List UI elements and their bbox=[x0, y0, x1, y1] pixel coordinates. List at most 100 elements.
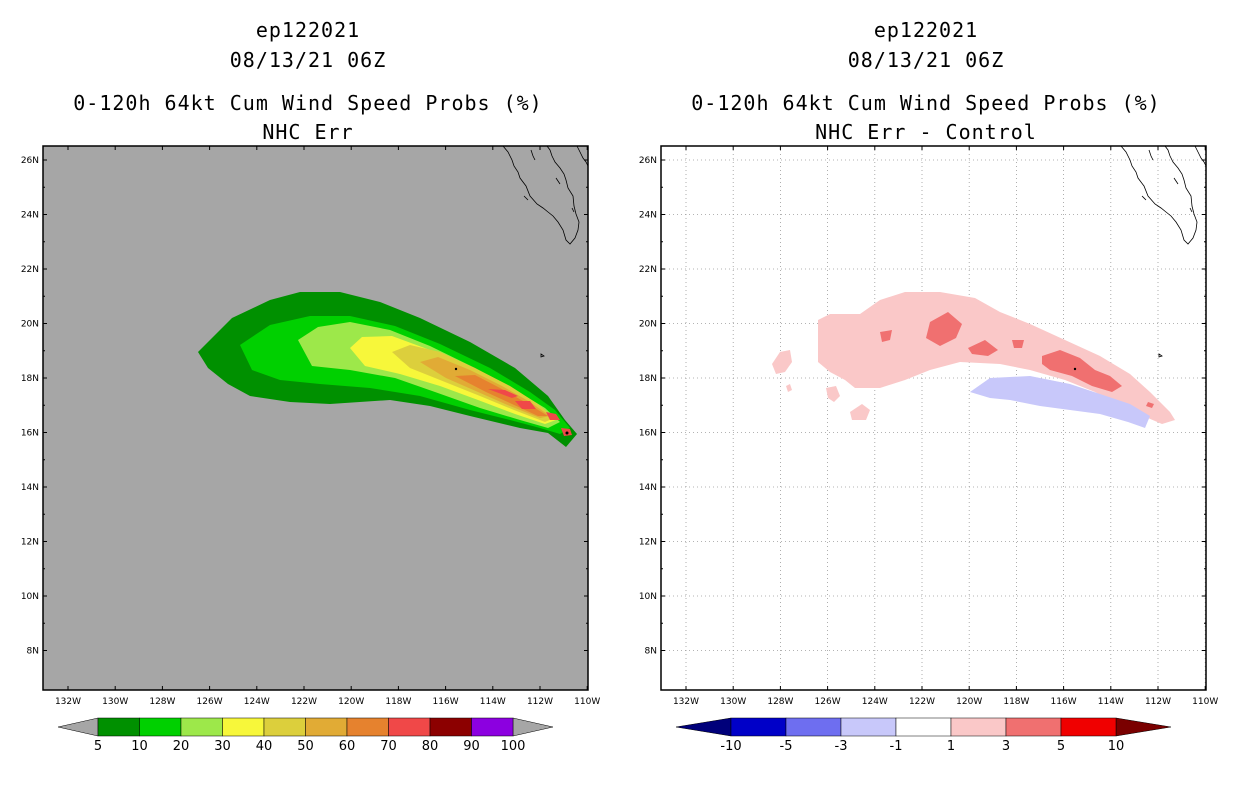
right-storm-marker bbox=[1073, 367, 1077, 371]
lon-tick-label: 118W bbox=[1003, 697, 1029, 707]
lon-tick-label: 112W bbox=[527, 697, 553, 707]
lat-tick-label: 12N bbox=[639, 538, 657, 548]
lat-tick-label: 26N bbox=[639, 156, 657, 166]
colorbar-label: 70 bbox=[380, 739, 397, 754]
colorbar-segment bbox=[1060, 717, 1117, 737]
colorbar-label: -1 bbox=[890, 739, 903, 754]
lat-tick-label: 16N bbox=[639, 429, 657, 439]
colorbar-segment bbox=[429, 717, 472, 737]
lon-tick-label: 132W bbox=[55, 697, 81, 707]
right-coastline bbox=[1120, 145, 1207, 245]
left-subtitle: NHC Err bbox=[262, 120, 354, 144]
left-product-title: 0-120h 64kt Cum Wind Speed Probs (%) bbox=[73, 91, 543, 115]
colorbar-segment bbox=[97, 717, 140, 737]
lon-tick-label: 114W bbox=[480, 697, 506, 707]
lat-tick-label: 10N bbox=[21, 592, 39, 602]
lon-tick-label: 120W bbox=[338, 697, 364, 707]
left-coastline bbox=[502, 145, 589, 245]
right-subtitle: NHC Err - Control bbox=[815, 120, 1037, 144]
right-storm-id: ep122021 bbox=[873, 18, 979, 42]
lat-tick-label: 24N bbox=[639, 211, 657, 221]
colorbar-segment bbox=[180, 717, 223, 737]
lat-tick-label: 16N bbox=[21, 429, 39, 439]
left-island bbox=[540, 353, 545, 358]
right-map-frame bbox=[660, 145, 1207, 691]
left-storm-id: ep122021 bbox=[255, 18, 361, 42]
colorbar-label: 100 bbox=[501, 739, 526, 754]
right-contour-plus1-e bbox=[786, 384, 792, 392]
right-datetime: 08/13/21 06Z bbox=[847, 48, 1005, 72]
lat-tick-label: 8N bbox=[27, 647, 39, 657]
right-island bbox=[1158, 353, 1163, 358]
right-contour-plus1-b bbox=[772, 350, 792, 374]
left-colorbar: 5 10 20 30 40 50 60 70 80 90 100 bbox=[57, 717, 554, 754]
right-colorbar: -10 -5 -3 -1 1 3 5 10 bbox=[675, 717, 1172, 754]
lat-tick-label: 18N bbox=[639, 374, 657, 384]
lat-tick-label: 14N bbox=[639, 483, 657, 493]
right-contour-plus1-c bbox=[826, 386, 840, 402]
lon-tick-label: 116W bbox=[433, 697, 459, 707]
colorbar-over-triangle bbox=[512, 717, 554, 737]
lat-tick-label: 12N bbox=[21, 538, 39, 548]
lon-tick-label: 124W bbox=[244, 697, 270, 707]
left-contour-70 bbox=[488, 389, 572, 436]
colorbar-segment bbox=[305, 717, 348, 737]
colorbar-label: 50 bbox=[297, 739, 314, 754]
lat-tick-label: 22N bbox=[21, 265, 39, 275]
lon-tick-label: 122W bbox=[909, 697, 935, 707]
lon-tick-label: 130W bbox=[102, 697, 128, 707]
colorbar-segment bbox=[471, 717, 514, 737]
left-axes: 26N 24N 22N 20N 18N 16N 14N 12N 10N 8N 132W 130W 128… bbox=[21, 146, 600, 707]
lon-tick-label: 126W bbox=[197, 697, 223, 707]
right-contour-plus1-d bbox=[850, 404, 870, 420]
colorbar-segment bbox=[1005, 717, 1062, 737]
colorbar-label: 3 bbox=[1002, 739, 1010, 754]
lat-tick-label: 20N bbox=[21, 320, 39, 330]
colorbar-label: 30 bbox=[214, 739, 231, 754]
colorbar-label: 90 bbox=[463, 739, 480, 754]
colorbar-segment bbox=[139, 717, 182, 737]
colorbar-under-triangle bbox=[57, 717, 99, 737]
lon-tick-label: 128W bbox=[767, 697, 793, 707]
left-map-panel: 26N 24N 22N 20N 18N 16N 14N 12N 10N 8N 132W 130W 128… bbox=[21, 145, 600, 707]
colorbar-segment bbox=[895, 717, 952, 737]
left-datetime: 08/13/21 06Z bbox=[229, 48, 387, 72]
lon-tick-label: 116W bbox=[1051, 697, 1077, 707]
right-map-panel: 26N 24N 22N 20N 18N 16N 14N 12N 10N 8N 132W 130W 128… bbox=[639, 145, 1218, 707]
lat-tick-label: 26N bbox=[21, 156, 39, 166]
lat-tick-label: 24N bbox=[21, 211, 39, 221]
colorbar-label: 1 bbox=[947, 739, 955, 754]
right-contour-minus1 bbox=[970, 376, 1150, 428]
colorbar-segment bbox=[785, 717, 842, 737]
lon-tick-label: 114W bbox=[1098, 697, 1124, 707]
lat-tick-label: 20N bbox=[639, 320, 657, 330]
left-storm-marker bbox=[454, 367, 458, 371]
colorbar-label: 80 bbox=[422, 739, 439, 754]
colorbar-label: 5 bbox=[1057, 739, 1065, 754]
colorbar-under-triangle bbox=[675, 717, 732, 737]
colorbar-segment bbox=[840, 717, 897, 737]
lat-tick-label: 22N bbox=[639, 265, 657, 275]
lon-tick-label: 130W bbox=[720, 697, 746, 707]
colorbar-label: -3 bbox=[835, 739, 848, 754]
colorbar-segment bbox=[950, 717, 1007, 737]
colorbar-label: -10 bbox=[720, 739, 741, 754]
lat-tick-label: 10N bbox=[639, 592, 657, 602]
lon-tick-label: 120W bbox=[956, 697, 982, 707]
colorbar-segment bbox=[346, 717, 389, 737]
colorbar-segment bbox=[222, 717, 265, 737]
left-map-frame bbox=[42, 145, 589, 691]
lon-tick-label: 126W bbox=[815, 697, 841, 707]
colorbar-over-triangle bbox=[1115, 717, 1172, 737]
lon-tick-label: 112W bbox=[1145, 697, 1171, 707]
colorbar-label: 20 bbox=[173, 739, 190, 754]
colorbar-segment bbox=[730, 717, 787, 737]
lon-tick-label: 122W bbox=[291, 697, 317, 707]
colorbar-label: 10 bbox=[1108, 739, 1125, 754]
colorbar-segment bbox=[263, 717, 306, 737]
lon-tick-label: 128W bbox=[149, 697, 175, 707]
colorbar-label: -5 bbox=[780, 739, 793, 754]
colorbar-segment bbox=[388, 717, 431, 737]
lon-tick-label: 110W bbox=[1192, 697, 1218, 707]
